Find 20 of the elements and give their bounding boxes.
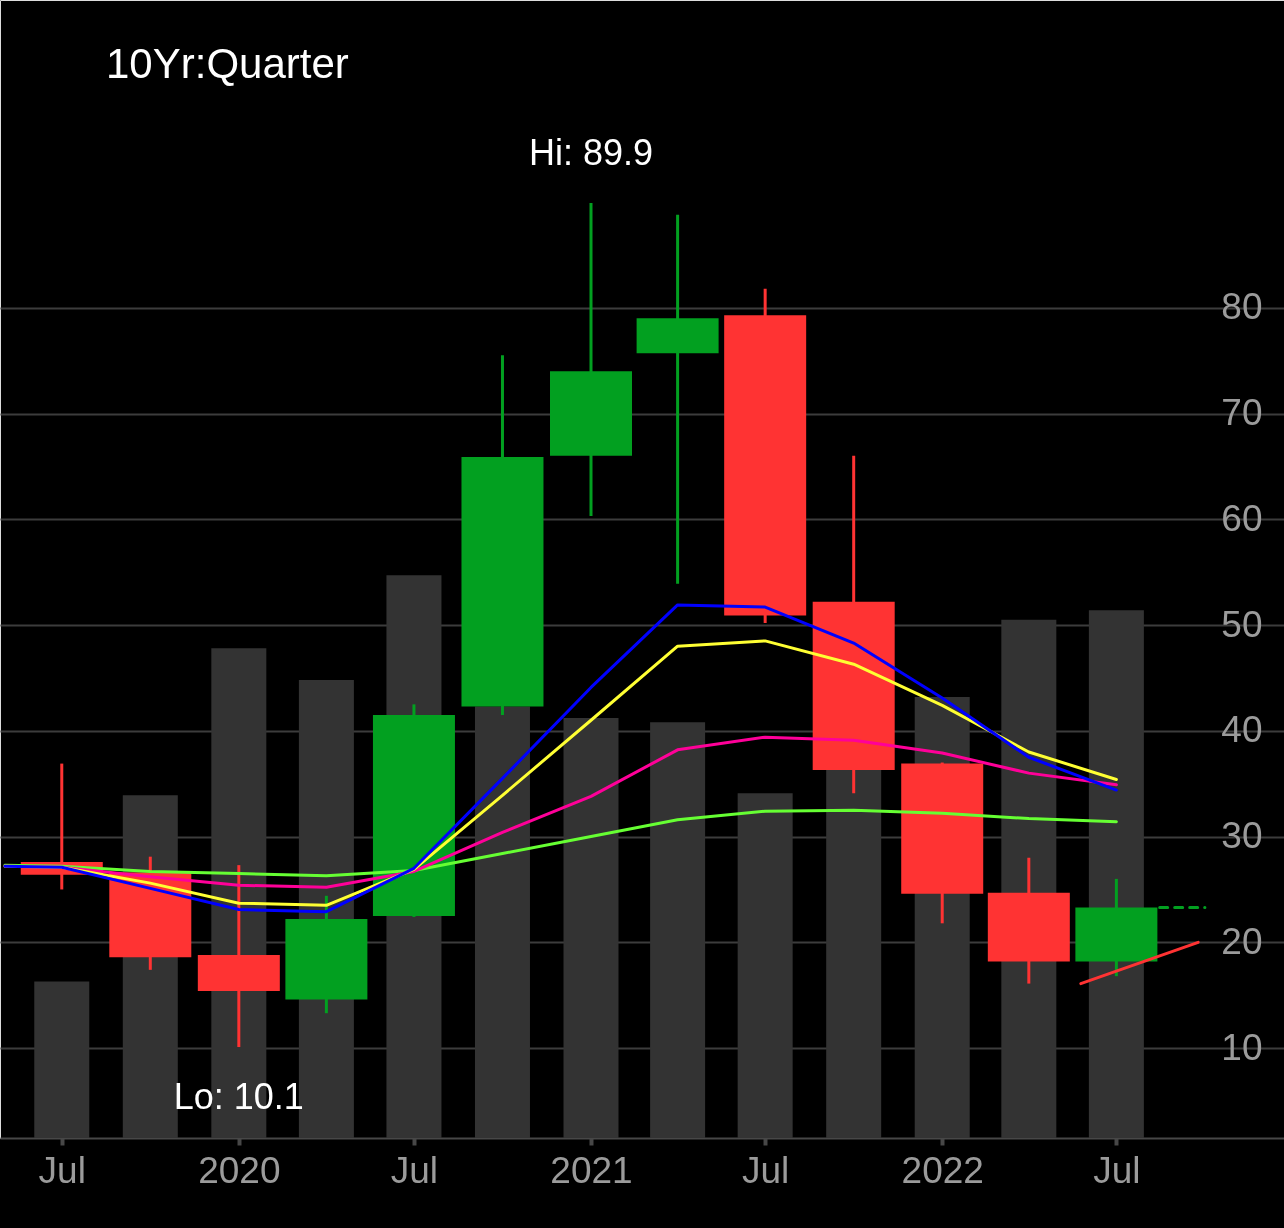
y-tick-label: 30 [1221, 815, 1263, 857]
annotation: Lo: 10.1 [173, 1076, 304, 1118]
y-tick-label: 10 [1221, 1026, 1263, 1068]
y-tick-label: 20 [1221, 920, 1263, 962]
y-tick-label: 60 [1221, 497, 1263, 539]
y-tick-label: 70 [1221, 392, 1263, 434]
x-tick-label: 2021 [550, 1149, 633, 1191]
y-tick-label: 40 [1221, 709, 1263, 751]
x-tick-label: 2022 [901, 1149, 984, 1191]
candlestick [636, 214, 719, 584]
y-tick-label: 50 [1221, 603, 1263, 645]
y-tick-label: 80 [1221, 286, 1263, 328]
line-series [3, 808, 1118, 878]
text: 10Yr:Quarter [106, 40, 349, 87]
x-tick-label: 2020 [198, 1149, 281, 1191]
x-tick-label: Jul [742, 1149, 790, 1191]
x-tick-label: Jul [1093, 1149, 1141, 1191]
annotation: Hi: 89.9 [528, 132, 654, 174]
x-tick-label: Jul [390, 1149, 439, 1191]
x-tick-label: Jul [38, 1149, 86, 1191]
